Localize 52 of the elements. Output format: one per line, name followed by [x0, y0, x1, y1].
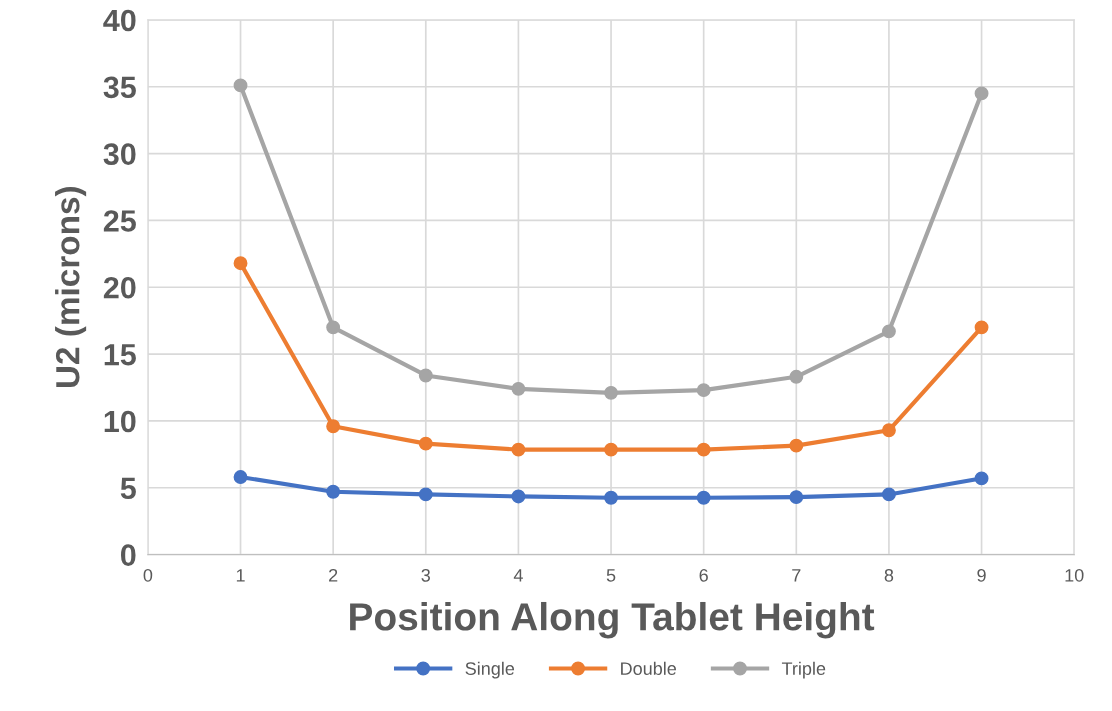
legend-label: Single: [465, 661, 515, 679]
x-tick-label: 4: [513, 569, 523, 582]
point: [974, 471, 989, 486]
point: [604, 490, 618, 505]
point: [696, 490, 711, 505]
x-tick-label: 9: [977, 568, 986, 582]
point: [233, 78, 248, 93]
point: [974, 320, 989, 335]
y-tick-label: 30: [103, 143, 136, 165]
point: [696, 383, 711, 398]
point: [789, 438, 804, 453]
point: [881, 324, 896, 339]
x-tick-label: 0: [143, 568, 153, 582]
x-tick-label: 8: [884, 568, 894, 582]
point: [418, 436, 433, 451]
point: [511, 381, 526, 396]
x-tick-label: 10: [1065, 568, 1084, 582]
x-tick-label: 5: [606, 569, 616, 582]
point: [511, 489, 526, 504]
point: [418, 368, 433, 383]
point: [418, 487, 433, 502]
point: [326, 419, 341, 434]
x-tick-label: 1: [236, 569, 245, 582]
y-tick-label: 0: [121, 544, 136, 566]
y-tick-label: 20: [103, 276, 136, 299]
point: [789, 490, 804, 505]
y-axis-title: U2 (microns): [55, 187, 87, 388]
y-tick-label: 5: [120, 477, 136, 500]
point: [789, 369, 804, 384]
x-axis-title: Position Along Tablet Height: [350, 601, 875, 639]
y-tick-label: 15: [104, 344, 136, 366]
point: [233, 470, 248, 484]
point: [604, 442, 618, 457]
point: [326, 320, 341, 335]
point: [326, 484, 341, 499]
point: [233, 256, 248, 271]
point: [604, 385, 618, 400]
point: [511, 442, 526, 457]
legend-label: Double: [621, 661, 677, 675]
x-tick-label: 3: [421, 568, 431, 582]
x-tick-label: 7: [792, 569, 801, 582]
x-tick-label: 6: [699, 568, 708, 582]
point: [974, 86, 989, 101]
x-tick-label: 2: [329, 568, 338, 582]
y-tick-label: 10: [104, 410, 136, 433]
point: [881, 423, 896, 438]
y-tick-label: 40: [103, 9, 136, 32]
point: [696, 442, 711, 457]
y-tick-label: 25: [103, 210, 136, 232]
legend-label: Triple: [781, 661, 826, 679]
point: [881, 487, 896, 502]
y-tick-label: 35: [103, 76, 136, 99]
